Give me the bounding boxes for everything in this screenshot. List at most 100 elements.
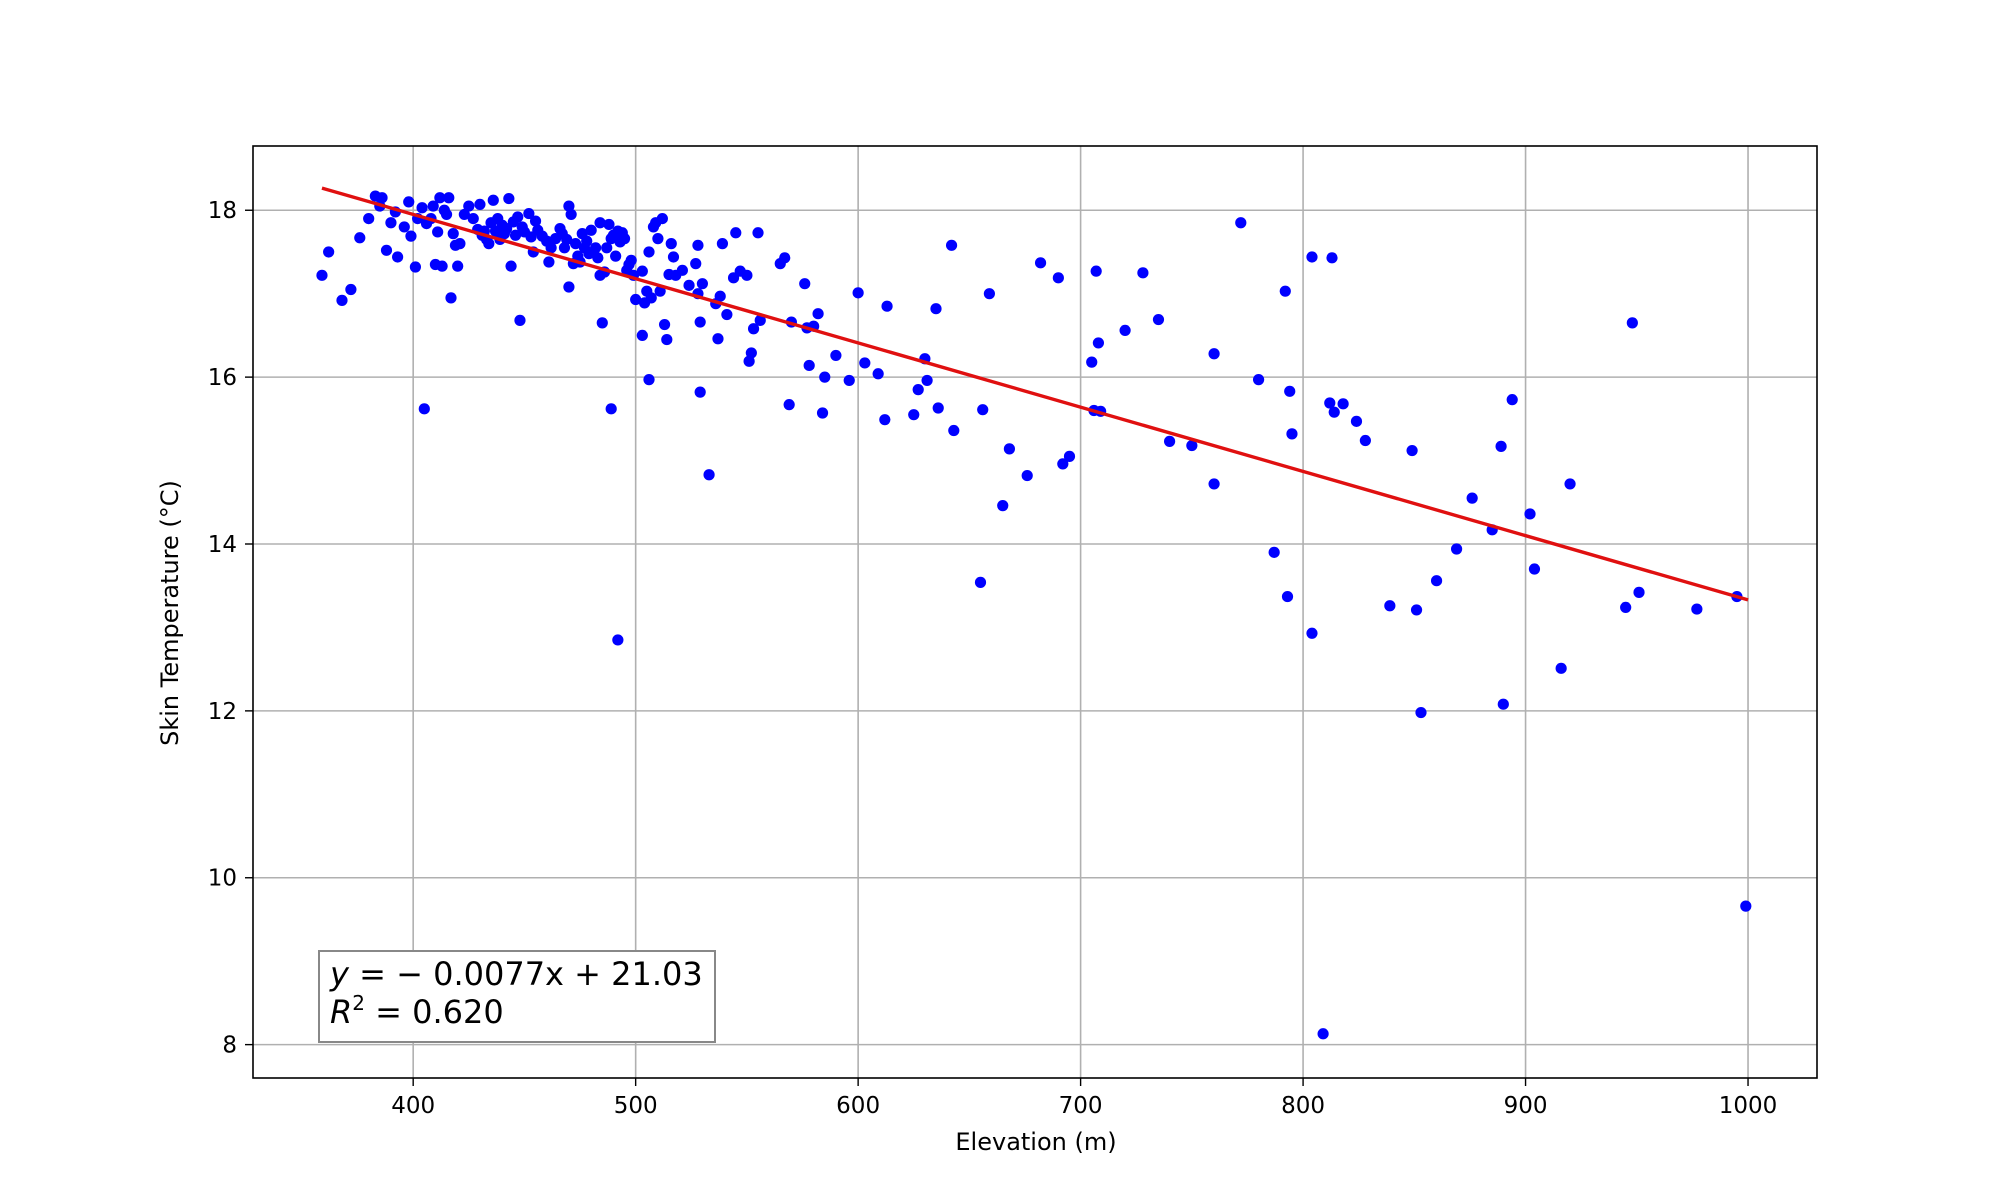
data-point [690, 258, 702, 270]
data-point [612, 634, 624, 646]
r-symbol: R [330, 993, 352, 1031]
data-point [694, 386, 706, 398]
data-point [376, 192, 388, 204]
data-point [1286, 428, 1298, 440]
data-point [523, 207, 535, 220]
data-point [843, 374, 855, 387]
data-point [803, 359, 815, 372]
data-point [1410, 604, 1423, 616]
data-point [323, 246, 335, 258]
data-point [590, 242, 602, 254]
data-point [1406, 444, 1418, 457]
regression-line [321, 186, 1749, 602]
y-axis-title: Skin Temperature (°C) [156, 480, 184, 746]
data-point [752, 227, 764, 239]
x-tick-label: 400 [391, 1093, 435, 1119]
data-point [665, 238, 677, 250]
data-point [336, 294, 348, 306]
data-point [696, 278, 708, 290]
data-point [1034, 257, 1047, 269]
data-point [447, 228, 459, 240]
data-point [610, 250, 622, 262]
data-point [487, 194, 499, 206]
data-point [1564, 478, 1576, 490]
data-point [409, 261, 422, 273]
data-point [636, 329, 648, 342]
data-point [932, 402, 944, 414]
data-point [603, 218, 615, 231]
plot-area-frame [252, 145, 1818, 1079]
data-point [948, 424, 960, 437]
data-point [563, 281, 575, 293]
data-point [872, 368, 884, 380]
y-tick-label: 10 [208, 866, 237, 892]
data-point [1208, 348, 1220, 360]
data-point [1090, 265, 1102, 277]
data-point [432, 226, 444, 238]
data-point [503, 192, 515, 205]
data-point [703, 469, 715, 481]
data-point [505, 260, 517, 272]
data-point [1626, 317, 1638, 329]
data-point [983, 288, 995, 300]
equation-line: y = − 0.0077x + 21.03 [329, 955, 703, 993]
data-point [921, 374, 933, 387]
data-point [345, 283, 357, 296]
scatter-points [316, 190, 1752, 1040]
data-point [483, 238, 495, 250]
data-point [509, 229, 522, 241]
data-point [1633, 586, 1645, 598]
data-point [721, 308, 733, 321]
data-point [930, 303, 942, 315]
data-point [363, 212, 375, 225]
data-point [427, 200, 439, 212]
x-tick-label: 1000 [1719, 1093, 1778, 1119]
data-point [676, 264, 688, 276]
data-point [1021, 469, 1033, 482]
data-point [1235, 217, 1247, 229]
data-point [514, 314, 526, 326]
data-point [712, 333, 724, 345]
data-point [652, 233, 664, 245]
r-squared-value: = 0.620 [365, 993, 504, 1031]
data-point [1252, 374, 1265, 386]
data-point [636, 265, 648, 277]
data-point [405, 230, 417, 242]
data-point [354, 232, 366, 244]
data-point [1337, 398, 1349, 410]
data-point [692, 239, 704, 251]
data-point [1152, 313, 1165, 326]
r-squared-line: R2 = 0.620 [330, 991, 504, 1031]
data-point [714, 290, 726, 302]
data-point [1208, 478, 1220, 490]
data-point [783, 399, 795, 411]
data-point [565, 208, 577, 221]
data-point [380, 244, 393, 256]
data-point [398, 221, 410, 233]
data-point [592, 252, 604, 264]
data-point [625, 254, 637, 266]
data-point [1063, 450, 1076, 462]
x-tick-label: 800 [1281, 1093, 1325, 1119]
y-tick-label: 16 [208, 365, 237, 391]
data-point [1328, 406, 1340, 418]
data-point [745, 347, 757, 359]
data-point [1506, 394, 1518, 406]
x-tick-label: 900 [1504, 1093, 1548, 1119]
data-point [458, 208, 470, 221]
data-point [1528, 563, 1541, 575]
data-point [912, 384, 924, 396]
data-point [416, 202, 428, 214]
data-point [741, 269, 753, 281]
data-point [474, 198, 486, 211]
data-point [630, 293, 642, 306]
data-point [1326, 252, 1338, 264]
data-point [643, 246, 655, 258]
data-point [1052, 272, 1064, 284]
data-point [779, 252, 791, 264]
data-point [618, 233, 631, 245]
data-point [645, 292, 657, 304]
data-point [747, 323, 760, 335]
data-point [434, 192, 446, 204]
